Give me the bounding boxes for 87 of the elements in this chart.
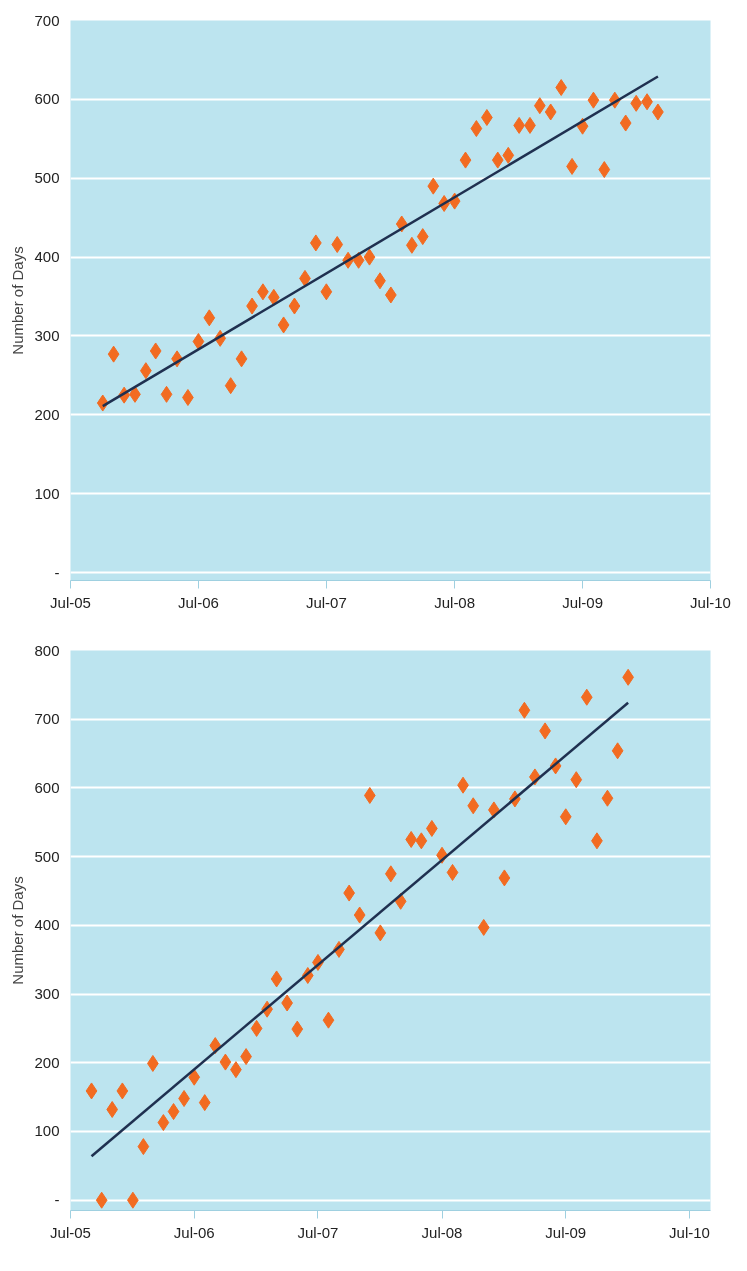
point — [559, 808, 572, 826]
point — [502, 146, 515, 164]
x-tick-label: Jul-10 — [669, 1223, 710, 1241]
point — [149, 342, 162, 360]
y-tick-label: 400 — [34, 916, 60, 934]
point — [580, 688, 593, 706]
x-tick-label: Jul-08 — [421, 1223, 463, 1241]
point — [498, 869, 511, 887]
point — [587, 91, 600, 109]
point — [415, 832, 428, 850]
y-tick-label: 800 — [34, 641, 60, 659]
point — [160, 385, 173, 403]
point — [85, 1082, 98, 1100]
point — [288, 297, 301, 315]
point — [363, 248, 376, 266]
x-tick-label: Jul-06 — [173, 1223, 215, 1241]
y-tick-label: 400 — [34, 248, 60, 266]
point — [107, 345, 120, 363]
point — [459, 151, 472, 169]
point — [518, 701, 531, 719]
point — [224, 377, 237, 395]
y-tick-label: 600 — [34, 90, 60, 108]
point — [555, 79, 568, 97]
point — [219, 1053, 232, 1071]
y-tick-label: 200 — [34, 1053, 60, 1071]
y-tick-label: 600 — [34, 778, 60, 796]
point — [188, 1068, 201, 1086]
y-tick-label: 300 — [34, 985, 60, 1003]
point — [116, 1082, 129, 1100]
y-tick-label: - — [54, 563, 60, 581]
point — [137, 1138, 150, 1156]
point — [619, 114, 632, 132]
point — [267, 288, 280, 306]
x-tick-label: Jul-10 — [690, 593, 731, 611]
y-tick-label: 100 — [34, 484, 60, 502]
point — [192, 333, 205, 351]
point — [467, 797, 480, 815]
point — [250, 1019, 263, 1037]
x-tick-label: Jul-07 — [305, 593, 347, 611]
point — [598, 161, 611, 179]
point — [167, 1103, 180, 1121]
point — [630, 94, 643, 112]
x-tick-label: Jul-07 — [297, 1223, 339, 1241]
point — [198, 1094, 211, 1112]
point — [95, 1191, 108, 1209]
x-tick-label: Jul-09 — [545, 1223, 587, 1241]
point — [416, 228, 429, 246]
point — [533, 97, 546, 115]
x-tick-label: Jul-09 — [562, 593, 603, 611]
point — [491, 151, 504, 169]
point — [470, 120, 483, 138]
point — [320, 283, 333, 301]
y-tick-label: 500 — [34, 847, 60, 865]
y-axis-title: Number of Days — [9, 876, 27, 985]
y-tick-label: 500 — [34, 169, 60, 187]
point — [374, 924, 387, 942]
y-tick-label: - — [54, 1191, 60, 1209]
y-tick-label: 700 — [34, 11, 60, 29]
point — [157, 1114, 170, 1132]
y-tick-label: 100 — [34, 1122, 60, 1140]
point — [270, 970, 283, 988]
point — [178, 1090, 190, 1107]
point — [405, 830, 418, 848]
point — [427, 177, 440, 195]
point — [570, 771, 583, 789]
point — [353, 906, 366, 924]
y-tick-label: 300 — [34, 326, 60, 344]
point — [363, 786, 376, 804]
x-tick-label: Jul-06 — [178, 593, 219, 611]
x-tick-label: Jul-05 — [50, 1223, 91, 1241]
point — [203, 309, 216, 327]
y-axis-title: Number of Days — [9, 246, 27, 355]
point — [544, 103, 557, 121]
point — [322, 1011, 335, 1029]
point — [446, 863, 459, 881]
x-tick-label: Jul-08 — [434, 593, 476, 611]
point — [601, 789, 614, 807]
point — [477, 918, 490, 936]
y-tick-label: 200 — [34, 405, 60, 423]
point — [277, 316, 290, 334]
point — [611, 742, 624, 760]
y-tick-label: 700 — [34, 710, 60, 728]
point — [235, 350, 248, 368]
x-tick-label: Jul-05 — [50, 593, 91, 611]
point — [291, 1020, 304, 1038]
point — [331, 236, 344, 253]
point — [106, 1100, 119, 1118]
